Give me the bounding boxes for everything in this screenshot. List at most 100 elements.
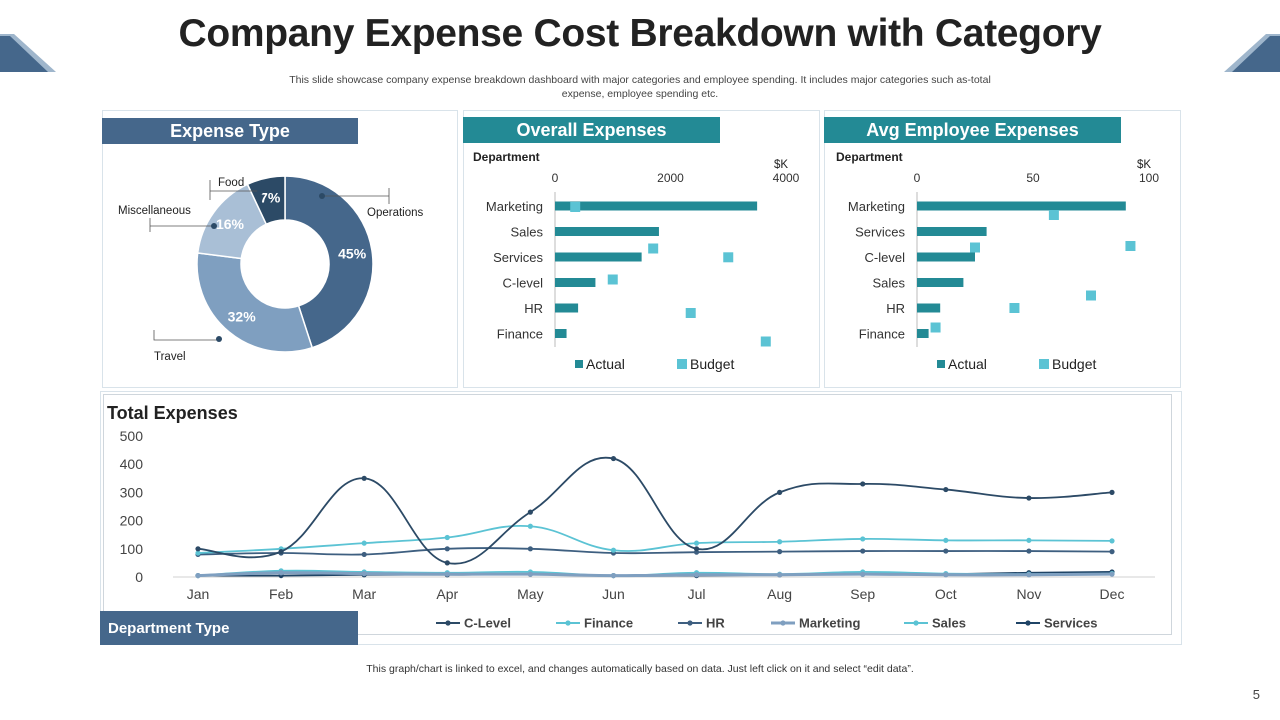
category-label: Finance xyxy=(497,327,543,342)
data-point xyxy=(444,534,450,541)
data-point xyxy=(693,540,700,546)
legend-actual-label: Actual xyxy=(948,356,987,372)
label-food: Food xyxy=(218,177,244,189)
axis-title-department: Department xyxy=(473,150,540,164)
x-tick-label: 0 xyxy=(914,171,921,185)
legend-marker xyxy=(445,620,451,626)
marker-budget xyxy=(723,252,734,263)
expense-type-header: Expense Type xyxy=(102,118,358,144)
subtitle-line-1: This slide showcase company expense brea… xyxy=(289,74,991,86)
legend-budget-swatch xyxy=(677,359,687,369)
legend-budget-swatch xyxy=(1039,359,1049,369)
data-point xyxy=(943,572,949,578)
overall-expenses-panel xyxy=(463,110,820,388)
y-tick-label: 100 xyxy=(120,541,144,557)
data-point xyxy=(777,489,783,495)
series-line-hr xyxy=(197,547,1113,556)
bar-actual xyxy=(917,303,941,313)
data-point xyxy=(527,509,533,515)
data-point xyxy=(1026,572,1032,578)
data-point xyxy=(195,572,201,579)
marker-budget xyxy=(760,336,771,347)
data-point xyxy=(860,536,866,542)
legend-label-marketing: Marketing xyxy=(799,616,860,631)
data-point xyxy=(444,546,450,552)
bar-actual xyxy=(917,201,1126,211)
donut-percent-label: 7% xyxy=(260,190,281,206)
overall-expenses-bar-chart: Department $K 0 2000 4000 Marketing Sales Servi… xyxy=(473,150,800,372)
bar-actual xyxy=(555,329,567,338)
callout-dot xyxy=(211,223,217,229)
bar-actual xyxy=(555,227,659,236)
unit-label: $K xyxy=(1137,159,1151,171)
bar-actual xyxy=(555,252,642,262)
marker-budget xyxy=(970,242,980,253)
data-point xyxy=(943,537,949,543)
category-label: HR xyxy=(886,301,905,316)
right-corner-decoration xyxy=(1224,34,1280,72)
data-point xyxy=(693,546,700,552)
marker-budget xyxy=(1125,241,1136,251)
data-point xyxy=(527,523,533,529)
expense-type-donut-chart: 45% 32% 16% 7% Operations Travel Miscellaneous… xyxy=(118,175,424,363)
x-tick-label: Jul xyxy=(688,586,706,602)
callout-line xyxy=(149,218,214,232)
marker-budget xyxy=(930,322,941,333)
category-label: Marketing xyxy=(486,199,543,214)
data-point xyxy=(278,570,284,576)
bar-actual xyxy=(917,252,975,262)
bar-actual xyxy=(555,278,596,287)
total-expenses-inner xyxy=(103,394,1172,635)
y-tick-label: 200 xyxy=(120,513,144,529)
series-line-finance xyxy=(197,524,1113,554)
overall-expenses-header: Overall Expenses xyxy=(463,117,720,143)
data-point xyxy=(777,549,783,555)
donut-percent-label: 16% xyxy=(216,216,245,232)
marker-budget xyxy=(1009,303,1020,313)
callout-dot xyxy=(216,336,222,342)
data-point xyxy=(1026,548,1032,554)
x-tick-label: Jan xyxy=(187,586,210,602)
marker-budget xyxy=(1048,210,1059,220)
data-point xyxy=(361,540,367,546)
y-tick-label: 500 xyxy=(120,428,144,444)
callout-dot xyxy=(257,189,263,195)
bar-actual xyxy=(555,201,758,211)
label-travel: Travel xyxy=(154,351,186,363)
x-tick-label: Mar xyxy=(352,586,376,602)
data-point xyxy=(860,481,866,487)
data-point xyxy=(1109,571,1115,577)
legend-marker xyxy=(780,620,786,626)
x-tick-label: Dec xyxy=(1100,586,1125,602)
data-point xyxy=(278,549,284,555)
legend-label-sales: Sales xyxy=(932,616,966,631)
legend-marker xyxy=(1025,620,1031,626)
legend-actual-swatch xyxy=(575,360,583,368)
page-subtitle: This slide showcase company expense brea… xyxy=(225,73,1055,101)
legend-label-finance: Finance xyxy=(584,616,633,631)
page-number: 5 xyxy=(1252,687,1260,702)
data-point xyxy=(860,571,866,577)
data-point xyxy=(527,571,533,577)
category-label: Sales xyxy=(872,276,905,291)
data-point xyxy=(610,455,617,462)
legend-budget-label: Budget xyxy=(690,356,734,372)
data-point xyxy=(444,560,450,566)
legend-marker xyxy=(565,620,571,626)
data-point xyxy=(610,547,617,553)
data-point xyxy=(195,550,201,556)
donut-slice-travel xyxy=(196,252,314,353)
category-label: Sales xyxy=(510,225,543,240)
data-point xyxy=(860,548,866,554)
x-tick-label: 0 xyxy=(552,171,559,185)
legend-label-c-level: C-Level xyxy=(464,616,511,631)
x-tick-label: 2000 xyxy=(657,171,684,185)
donut-percent-label: 32% xyxy=(228,308,257,324)
series-line-marketing xyxy=(197,571,1113,578)
left-corner-decoration xyxy=(0,34,56,72)
donut-slice-operations xyxy=(284,175,374,349)
marker-budget xyxy=(1086,290,1096,301)
data-point xyxy=(361,551,367,558)
footnote: This graph/chart is linked to excel, and… xyxy=(366,663,914,675)
x-tick-label: May xyxy=(517,586,543,602)
